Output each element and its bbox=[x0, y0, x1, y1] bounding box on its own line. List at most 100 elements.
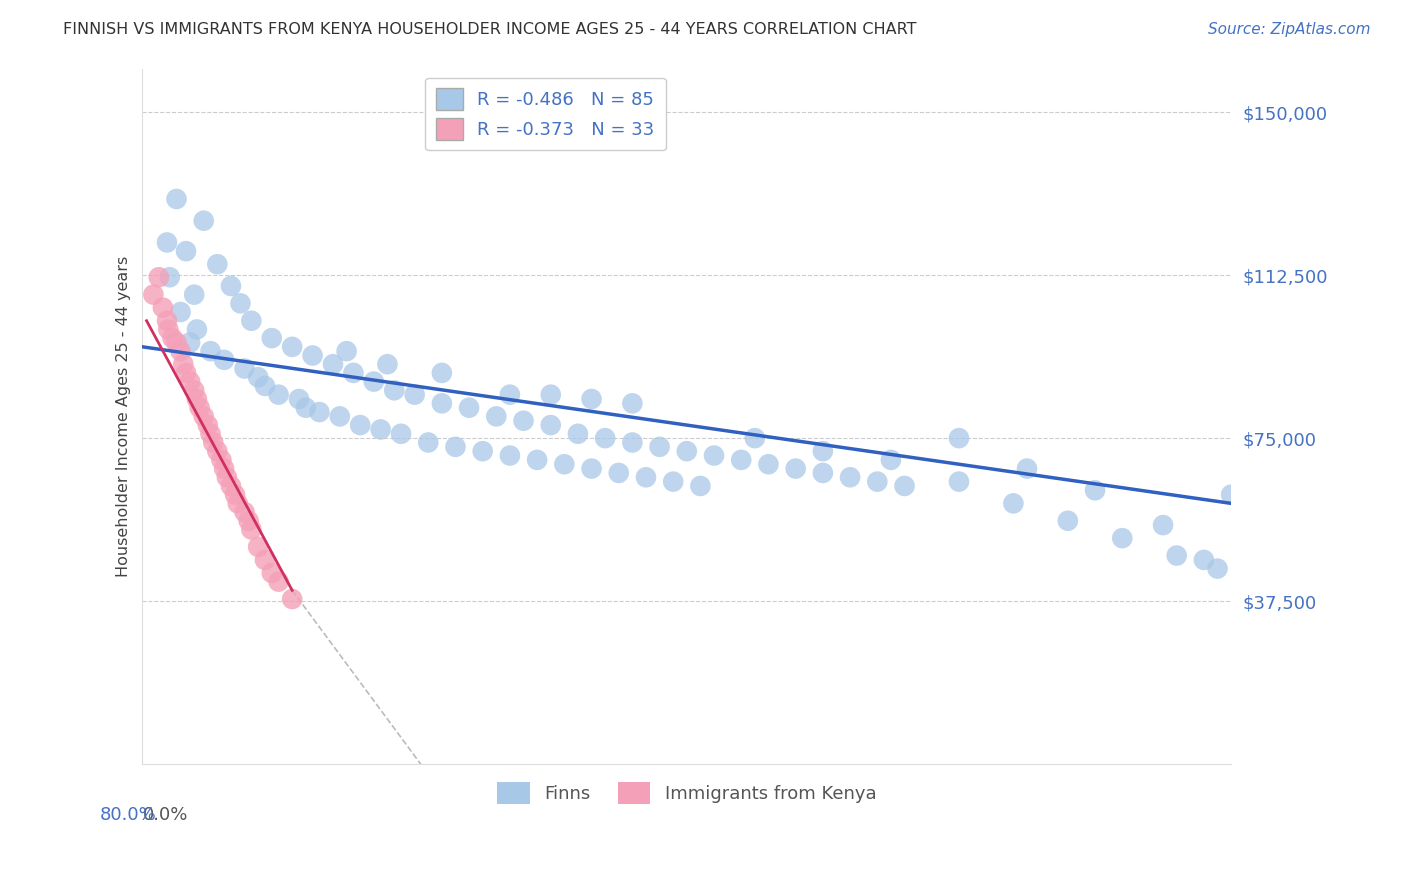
Y-axis label: Householder Income Ages 25 - 44 years: Householder Income Ages 25 - 44 years bbox=[117, 256, 131, 577]
Point bbox=[444, 440, 467, 454]
Point bbox=[893, 479, 915, 493]
Point bbox=[157, 322, 180, 336]
Point bbox=[267, 574, 290, 589]
Point bbox=[948, 431, 970, 445]
Point bbox=[193, 213, 215, 227]
Point bbox=[703, 449, 725, 463]
Point bbox=[811, 466, 834, 480]
Point bbox=[267, 387, 290, 401]
Point bbox=[1002, 496, 1025, 510]
Point bbox=[188, 401, 211, 415]
Point bbox=[1015, 461, 1038, 475]
Point bbox=[224, 488, 246, 502]
Point bbox=[207, 257, 229, 271]
Point bbox=[166, 335, 188, 350]
Point bbox=[281, 340, 304, 354]
Point bbox=[308, 405, 330, 419]
Point bbox=[288, 392, 311, 406]
Point bbox=[430, 396, 453, 410]
Point bbox=[593, 431, 616, 445]
Point bbox=[370, 422, 392, 436]
Point bbox=[1111, 531, 1133, 545]
Point bbox=[179, 375, 201, 389]
Point bbox=[202, 435, 225, 450]
Point bbox=[253, 553, 276, 567]
Point bbox=[1152, 518, 1174, 533]
Point bbox=[621, 435, 644, 450]
Point bbox=[1192, 553, 1215, 567]
Point bbox=[233, 505, 256, 519]
Point bbox=[174, 366, 197, 380]
Point bbox=[294, 401, 316, 415]
Point bbox=[526, 453, 548, 467]
Point bbox=[322, 357, 344, 371]
Point bbox=[172, 357, 194, 371]
Point bbox=[758, 457, 780, 471]
Point bbox=[389, 426, 412, 441]
Point bbox=[329, 409, 352, 424]
Point bbox=[634, 470, 657, 484]
Point bbox=[811, 444, 834, 458]
Point bbox=[253, 379, 276, 393]
Point bbox=[675, 444, 697, 458]
Point bbox=[404, 387, 426, 401]
Point bbox=[581, 392, 603, 406]
Point bbox=[219, 479, 242, 493]
Point bbox=[730, 453, 752, 467]
Point bbox=[744, 431, 766, 445]
Point bbox=[179, 335, 201, 350]
Legend: Finns, Immigrants from Kenya: Finns, Immigrants from Kenya bbox=[491, 774, 883, 811]
Point bbox=[621, 396, 644, 410]
Point bbox=[839, 470, 862, 484]
Point bbox=[1220, 488, 1243, 502]
Point bbox=[458, 401, 481, 415]
Point bbox=[880, 453, 903, 467]
Point bbox=[430, 366, 453, 380]
Point bbox=[785, 461, 807, 475]
Point bbox=[148, 270, 170, 285]
Point bbox=[200, 344, 222, 359]
Point bbox=[226, 496, 249, 510]
Point bbox=[219, 279, 242, 293]
Point bbox=[166, 192, 188, 206]
Point bbox=[281, 592, 304, 607]
Point bbox=[689, 479, 711, 493]
Point bbox=[229, 296, 252, 310]
Point bbox=[567, 426, 589, 441]
Point bbox=[662, 475, 685, 489]
Point bbox=[212, 352, 235, 367]
Point bbox=[499, 449, 522, 463]
Point bbox=[152, 301, 174, 315]
Point bbox=[186, 392, 208, 406]
Point bbox=[169, 305, 191, 319]
Point bbox=[207, 444, 229, 458]
Point bbox=[142, 287, 165, 301]
Point bbox=[193, 409, 215, 424]
Point bbox=[1206, 561, 1229, 575]
Point bbox=[260, 331, 283, 345]
Point bbox=[247, 370, 270, 384]
Point bbox=[342, 366, 364, 380]
Point bbox=[215, 470, 238, 484]
Point bbox=[471, 444, 494, 458]
Point bbox=[648, 440, 671, 454]
Point bbox=[499, 387, 522, 401]
Point bbox=[159, 270, 181, 285]
Point bbox=[1056, 514, 1078, 528]
Text: Source: ZipAtlas.com: Source: ZipAtlas.com bbox=[1208, 22, 1371, 37]
Point bbox=[169, 344, 191, 359]
Point bbox=[607, 466, 630, 480]
Point bbox=[1084, 483, 1107, 498]
Point bbox=[156, 235, 179, 250]
Point bbox=[260, 566, 283, 580]
Point bbox=[377, 357, 399, 371]
Point bbox=[240, 314, 263, 328]
Point bbox=[540, 418, 562, 433]
Point bbox=[200, 426, 222, 441]
Point bbox=[485, 409, 508, 424]
Text: 0.0%: 0.0% bbox=[142, 806, 188, 824]
Point bbox=[247, 540, 270, 554]
Point bbox=[418, 435, 440, 450]
Point bbox=[183, 384, 205, 398]
Point bbox=[209, 453, 232, 467]
